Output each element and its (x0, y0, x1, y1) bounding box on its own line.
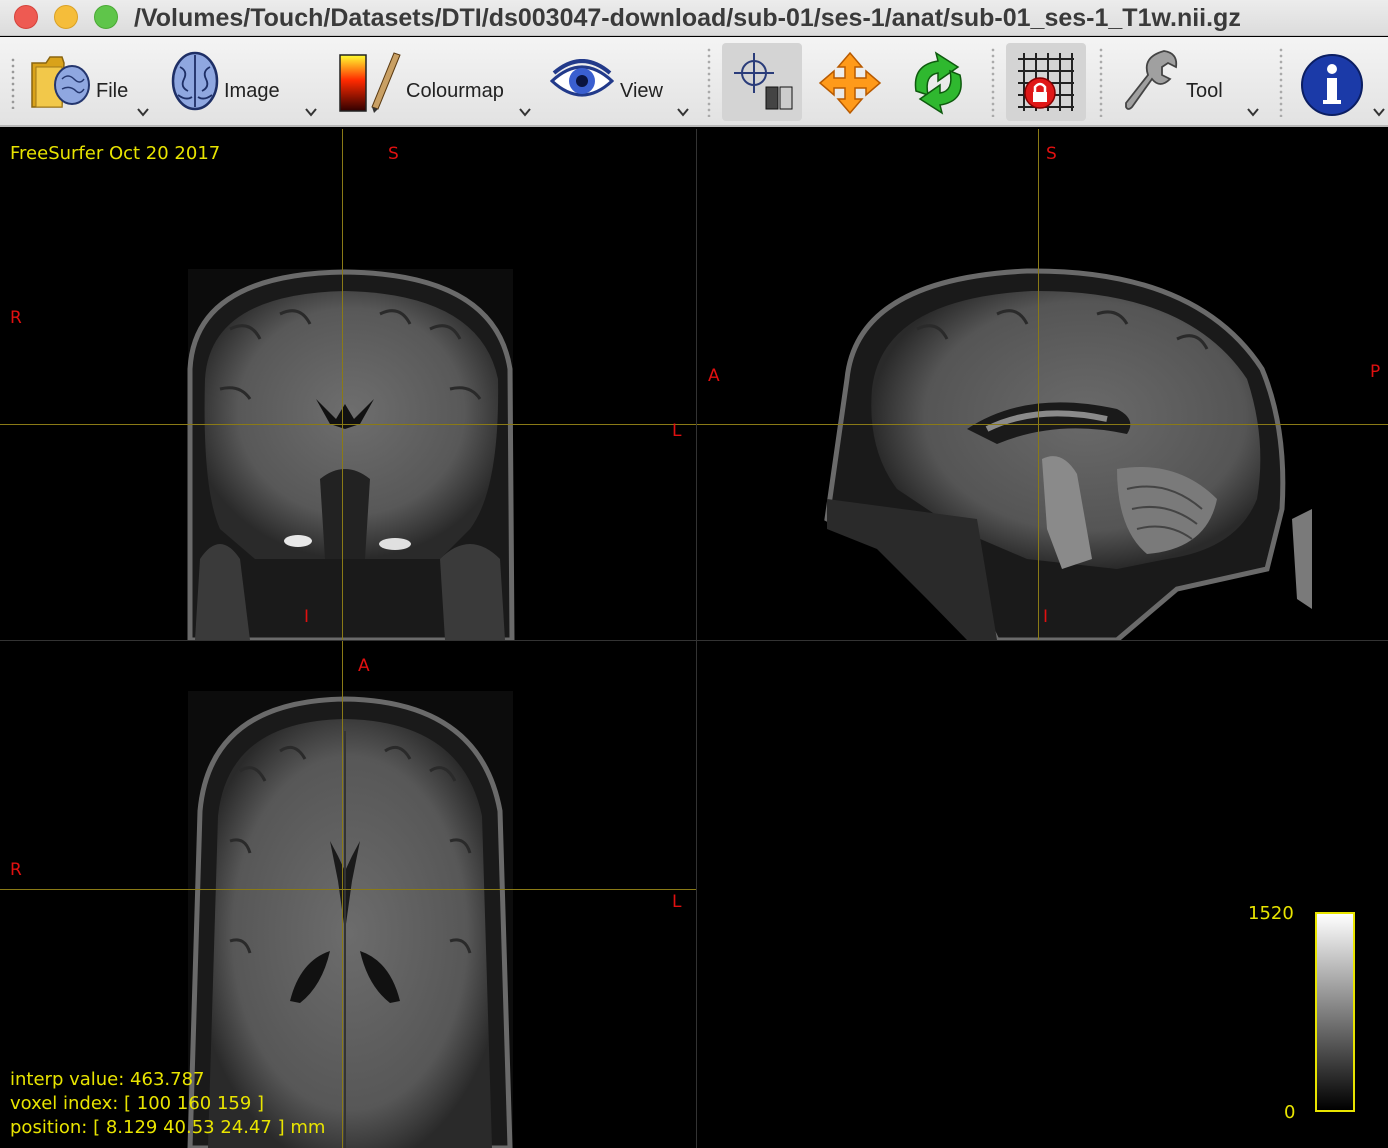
crosshair-vertical (1038, 129, 1039, 640)
rotate-arrow-icon (914, 51, 962, 115)
image-viewer[interactable]: FreeSurfer Oct 20 2017 S I R L (0, 129, 1388, 1148)
colorbar-min-label: 0 (1284, 1102, 1296, 1123)
lock-grid-icon (1018, 53, 1074, 111)
chevron-down-icon (137, 108, 149, 117)
chevron-down-icon (677, 108, 689, 117)
sagittal-view[interactable]: S I A P (697, 129, 1388, 640)
colorbar (1315, 912, 1355, 1112)
orientation-left-label: R (10, 860, 22, 880)
pane-divider-vertical (696, 129, 697, 1148)
view-menu-button[interactable]: View (550, 43, 698, 121)
image-menu-label: Image (224, 80, 280, 102)
brain-icon (171, 51, 219, 111)
empty-view[interactable] (697, 641, 1388, 1148)
orientation-left-label: A (708, 366, 720, 386)
sagittal-brain-image (824, 268, 1312, 640)
toolbar-separator (1098, 47, 1104, 117)
version-label: FreeSurfer Oct 20 2017 (10, 143, 221, 164)
move-arrows-icon (818, 51, 882, 115)
orientation-right-label: L (672, 421, 682, 441)
zoom-window-button[interactable] (94, 5, 118, 29)
orientation-top-label: S (1046, 144, 1057, 164)
tool-menu-button[interactable]: Tool (1124, 43, 1270, 121)
info-button[interactable] (1298, 43, 1388, 121)
image-menu-button[interactable]: Image (170, 43, 326, 121)
chevron-down-icon (1247, 108, 1259, 117)
orientation-right-label: P (1370, 362, 1381, 382)
interp-value-readout: interp value: 463.787 (10, 1069, 205, 1090)
position-readout: position: [ 8.129 40.53 24.47 ] mm (10, 1117, 326, 1138)
chevron-down-icon (305, 108, 317, 117)
tool-menu-label: Tool (1186, 80, 1223, 102)
close-window-button[interactable] (14, 5, 38, 29)
minimize-window-button[interactable] (54, 5, 78, 29)
colourmap-menu-button[interactable]: Colourmap (338, 43, 538, 121)
toolbar-separator (990, 47, 996, 117)
toolbar-separator (706, 47, 712, 117)
view-menu-label: View (620, 80, 663, 102)
eye-icon (550, 59, 614, 97)
crosshair-horizontal (697, 424, 1388, 425)
crosshair-vertical (342, 129, 343, 640)
orientation-left-label: R (10, 308, 22, 328)
crosshair-icon (734, 53, 793, 110)
title-bar: /Volumes/Touch/Datasets/DTI/ds003047-dow… (0, 0, 1388, 36)
pane-divider-horizontal (0, 640, 1388, 641)
chevron-down-icon (1373, 108, 1385, 117)
orientation-top-label: A (358, 656, 370, 676)
crosshair-tool-button[interactable] (722, 43, 802, 121)
toolbar-grip[interactable] (10, 57, 16, 109)
orientation-bottom-label: I (1043, 607, 1049, 627)
pan-tool-button[interactable] (812, 43, 890, 121)
rotate-tool-button[interactable] (900, 43, 978, 121)
colourmap-icon (339, 52, 401, 113)
orientation-right-label: L (672, 892, 682, 912)
folder-brain-icon (31, 56, 90, 108)
file-menu-button[interactable]: File (28, 43, 158, 121)
toolbar: File Image Colourmap View (0, 37, 1388, 127)
crosshair-horizontal (0, 889, 696, 890)
orientation-top-label: S (388, 144, 399, 164)
coronal-brain-image (187, 269, 515, 640)
file-menu-label: File (96, 80, 129, 102)
toolbar-separator (1278, 47, 1284, 117)
colourmap-menu-label: Colourmap (406, 80, 504, 102)
wrench-icon (1125, 50, 1178, 110)
voxel-index-readout: voxel index: [ 100 160 159 ] (10, 1093, 265, 1114)
colorbar-max-label: 1520 (1248, 903, 1294, 924)
window-title: /Volumes/Touch/Datasets/DTI/ds003047-dow… (134, 4, 1241, 32)
crosshair-horizontal (0, 424, 696, 425)
info-icon (1301, 54, 1363, 116)
lock-grid-button[interactable] (1006, 43, 1086, 121)
axial-brain-image (187, 691, 513, 1148)
orientation-bottom-label: I (304, 607, 310, 627)
crosshair-vertical (342, 641, 343, 1148)
axial-view[interactable]: A R L interp value: 463.787 voxel index:… (0, 641, 696, 1148)
coronal-view[interactable]: FreeSurfer Oct 20 2017 S I R L (0, 129, 696, 640)
chevron-down-icon (519, 108, 531, 117)
